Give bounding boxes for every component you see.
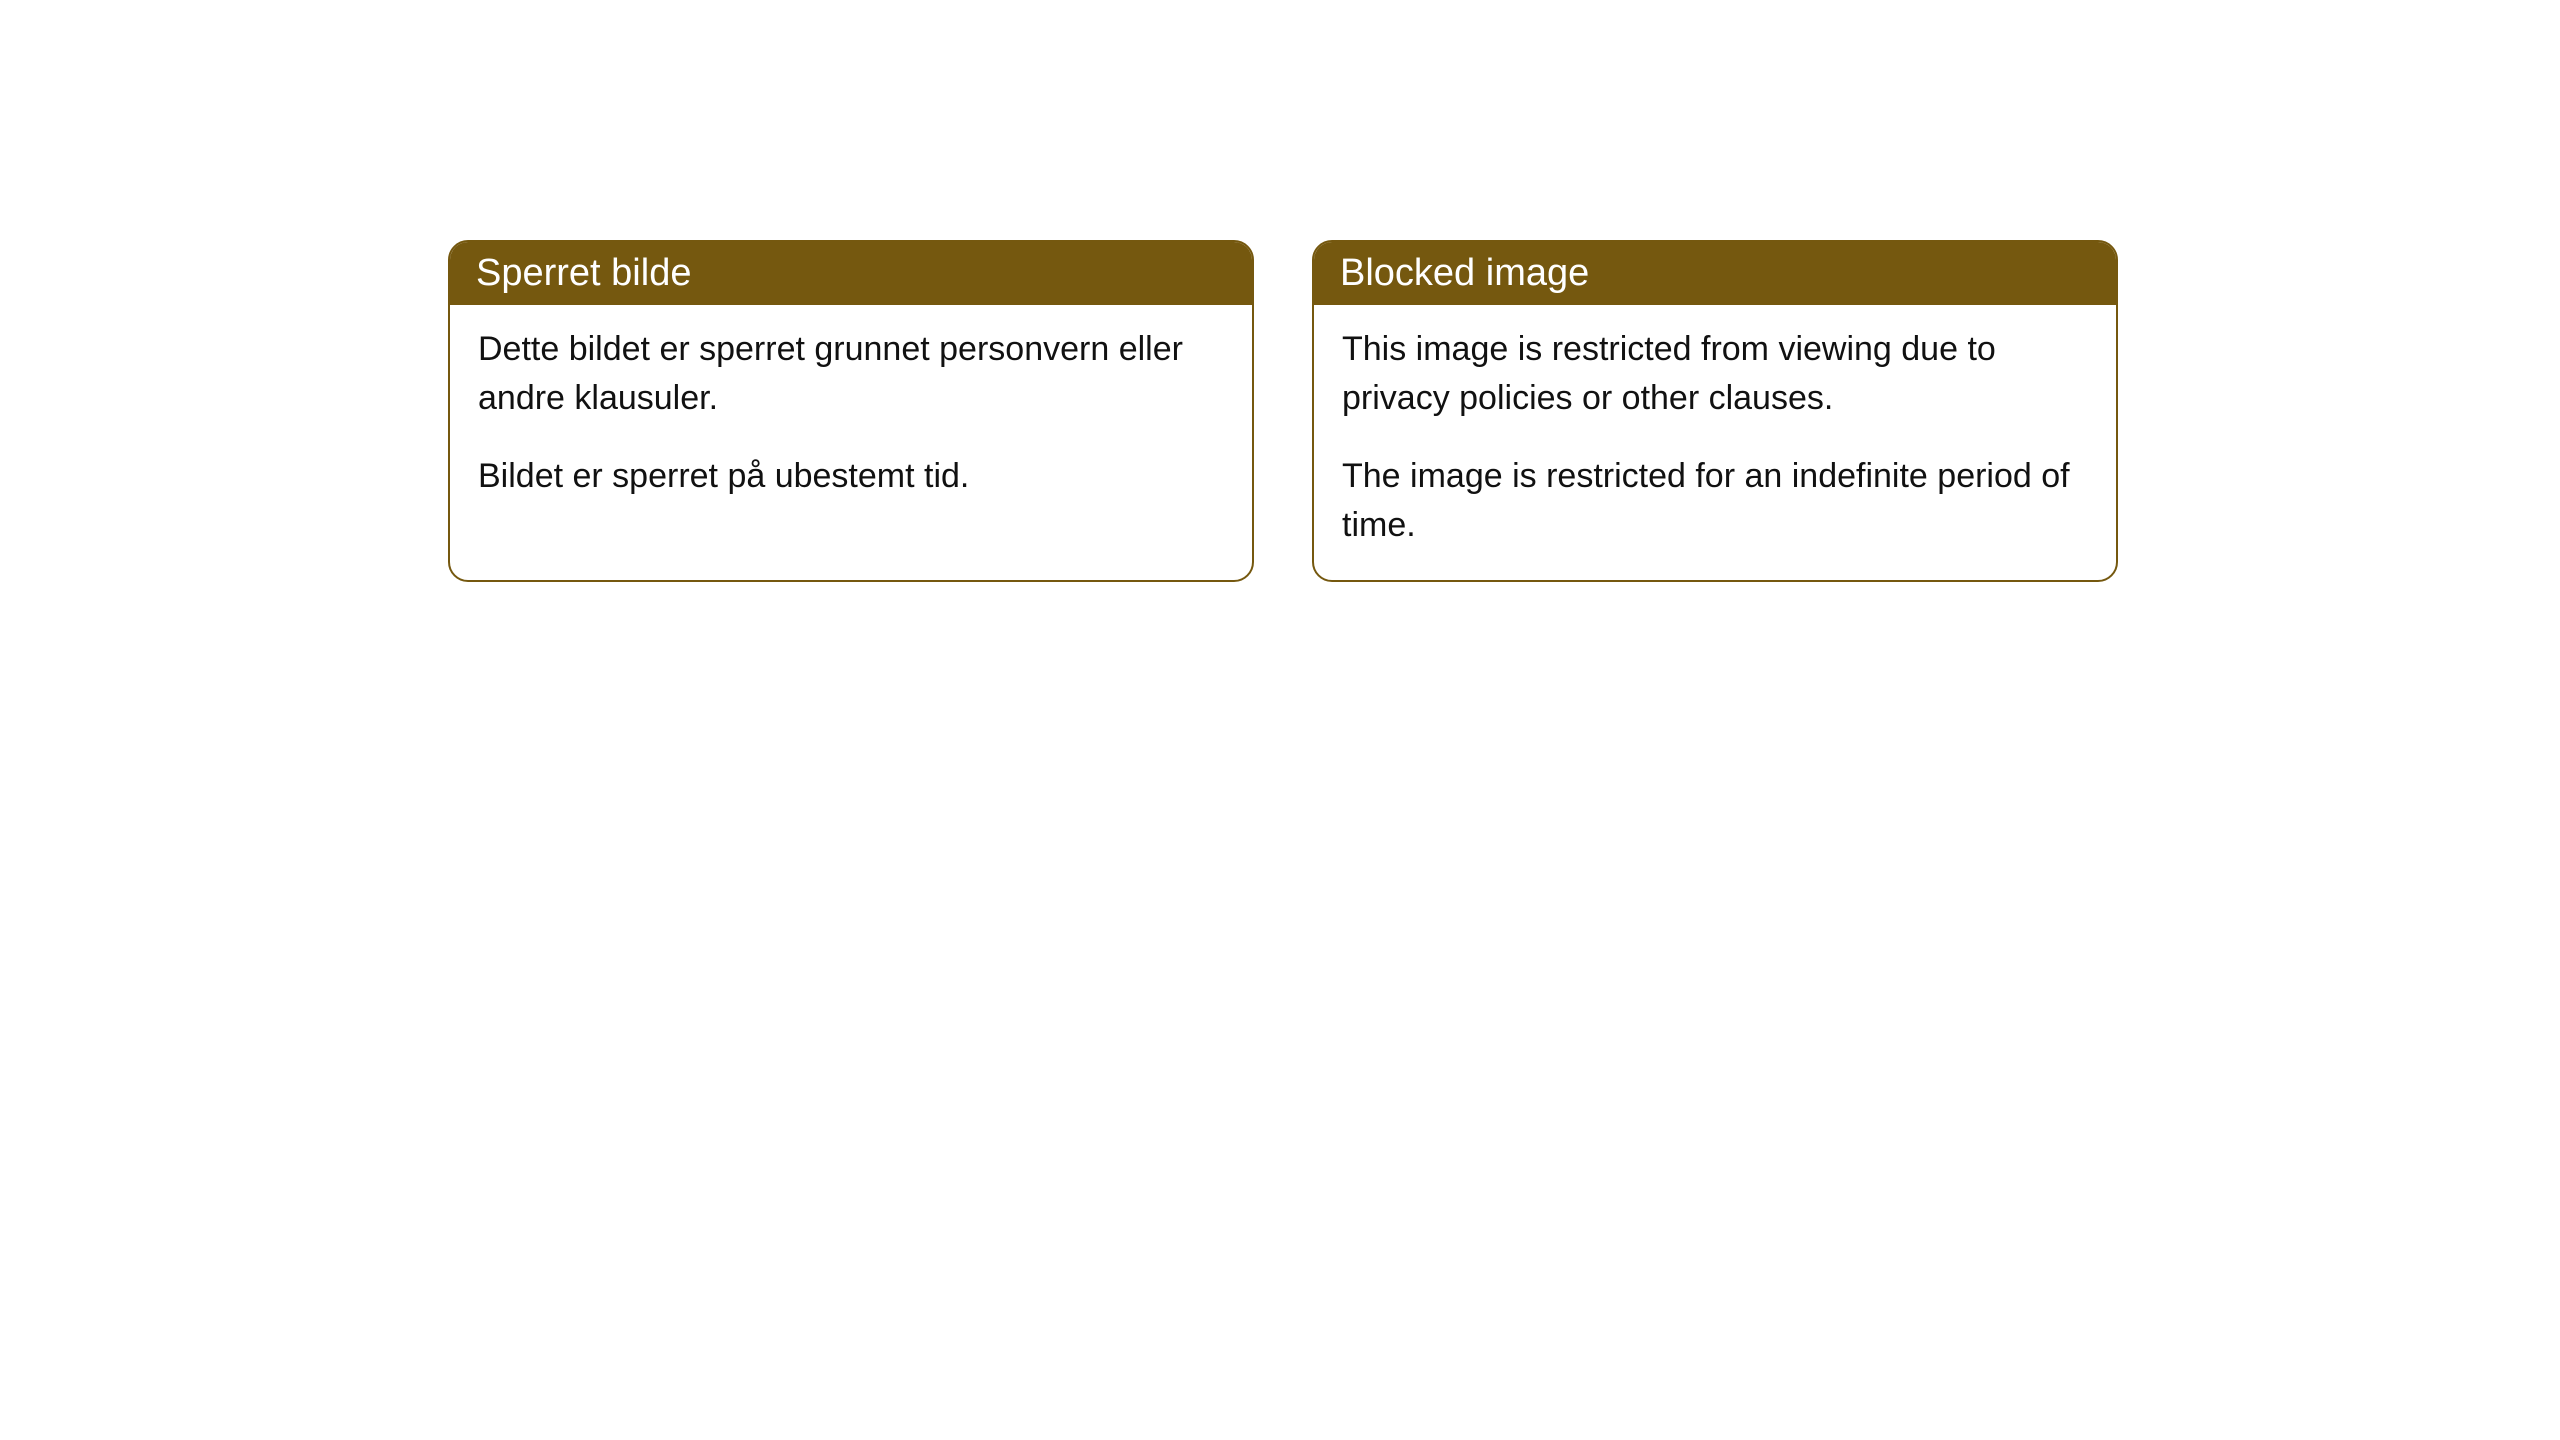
blocked-image-card-en: Blocked image This image is restricted f… xyxy=(1312,240,2118,582)
card-header-no: Sperret bilde xyxy=(450,242,1252,305)
card-title-no: Sperret bilde xyxy=(476,252,691,294)
card-title-en: Blocked image xyxy=(1340,252,1589,294)
card-header-en: Blocked image xyxy=(1314,242,2116,305)
card-body-no: Dette bildet er sperret grunnet personve… xyxy=(450,305,1252,531)
blocked-image-card-no: Sperret bilde Dette bildet er sperret gr… xyxy=(448,240,1254,582)
card-body-en: This image is restricted from viewing du… xyxy=(1314,305,2116,580)
card-text-en-2: The image is restricted for an indefinit… xyxy=(1342,452,2088,551)
notice-cards-container: Sperret bilde Dette bildet er sperret gr… xyxy=(448,240,2118,582)
card-text-en-1: This image is restricted from viewing du… xyxy=(1342,325,2088,424)
card-text-no-1: Dette bildet er sperret grunnet personve… xyxy=(478,325,1224,424)
card-text-no-2: Bildet er sperret på ubestemt tid. xyxy=(478,452,1224,501)
